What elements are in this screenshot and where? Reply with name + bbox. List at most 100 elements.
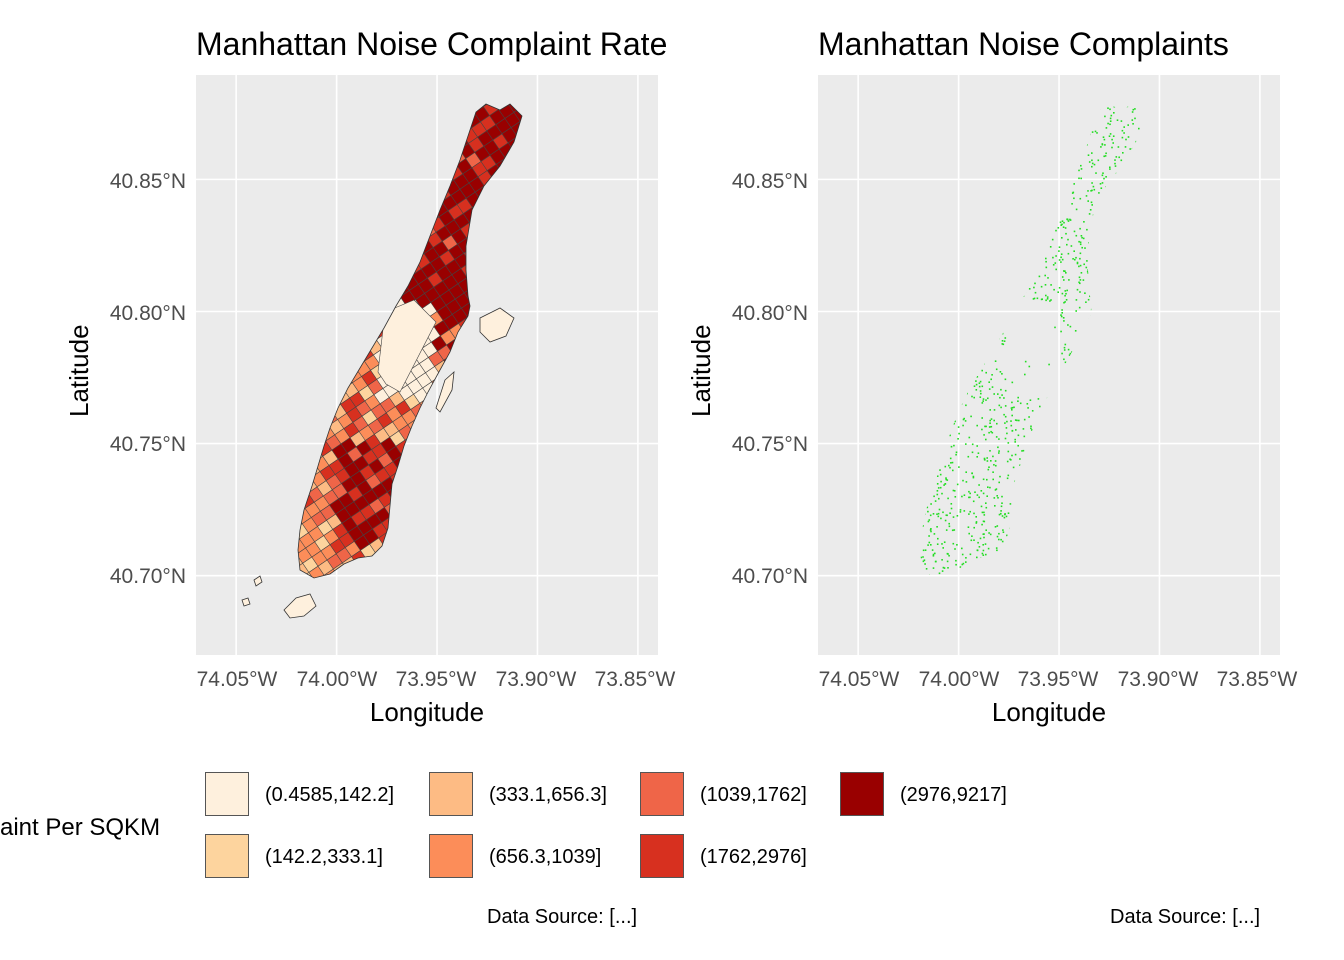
complaint-point [1003, 516, 1006, 519]
roosevelt-island [435, 371, 455, 413]
complaint-point [968, 513, 970, 515]
complaint-point [1067, 252, 1070, 255]
complaint-point [950, 503, 953, 505]
complaint-point [1091, 182, 1093, 184]
complaint-point [981, 369, 983, 372]
complaint-point [1060, 261, 1062, 263]
complaint-point [962, 562, 965, 565]
complaint-point [1010, 459, 1012, 461]
legend-key-4 [429, 834, 473, 878]
complaint-point [1103, 155, 1105, 158]
complaint-point [1091, 162, 1094, 165]
complaint-point [1063, 301, 1065, 304]
complaint-point [951, 529, 954, 532]
complaint-point [1079, 279, 1082, 281]
complaint-point [1101, 174, 1104, 177]
complaint-point [942, 547, 944, 549]
complaint-point [1001, 515, 1004, 517]
right-x-tick-label: 73.90°W [1117, 668, 1199, 691]
complaint-point [934, 560, 937, 563]
complaint-point [1060, 314, 1062, 316]
complaint-point [1078, 276, 1081, 279]
complaint-point [930, 528, 932, 530]
right-y-tick-label: 40.80°N [731, 302, 808, 325]
complaint-point [984, 425, 986, 428]
complaint-point [1064, 290, 1067, 292]
complaint-point [932, 513, 935, 515]
complaint-point [1074, 258, 1076, 261]
complaint-point [1112, 135, 1115, 137]
complaint-point [937, 487, 940, 489]
complaint-point [929, 514, 932, 517]
complaint-point [1075, 299, 1078, 301]
right-y-tick-label: 40.85°N [731, 170, 808, 193]
complaint-point [946, 514, 948, 517]
complaint-point [1014, 441, 1016, 443]
complaint-point [948, 554, 950, 557]
complaint-point [985, 371, 987, 374]
complaint-point [948, 522, 950, 525]
complaint-point [1080, 164, 1082, 167]
complaint-point [1091, 152, 1093, 154]
complaint-point [998, 438, 1000, 440]
complaint-point [1094, 130, 1097, 133]
complaint-point [971, 472, 973, 475]
legend-title: aint Per SQKM [0, 814, 161, 841]
complaint-point [1012, 466, 1015, 469]
complaint-point [996, 535, 999, 538]
complaint-point [969, 553, 972, 556]
complaint-point [1109, 168, 1111, 170]
complaint-point [988, 381, 990, 383]
complaint-point [1034, 291, 1037, 294]
complaint-point [1078, 169, 1080, 172]
complaint-point [1055, 229, 1057, 232]
complaint-point [995, 436, 998, 438]
complaint-point [1036, 297, 1039, 300]
complaint-point [1093, 163, 1096, 166]
complaint-point [989, 450, 991, 452]
complaint-point [932, 555, 935, 557]
complaint-point [953, 490, 956, 492]
complaint-point [1117, 146, 1120, 148]
complaint-point [1044, 274, 1046, 277]
complaint-point [1107, 122, 1109, 125]
left-x-axis-title: Longitude [369, 697, 485, 727]
complaint-point [1040, 285, 1043, 288]
complaint-point [1062, 317, 1065, 319]
complaint-point [993, 497, 996, 499]
complaint-point [1121, 136, 1124, 139]
complaint-point [980, 392, 982, 395]
complaint-point [1014, 419, 1017, 421]
complaint-point [980, 490, 983, 492]
right-y-axis-title: Latitude [686, 324, 716, 417]
complaint-point [1068, 354, 1071, 356]
complaint-point [1105, 127, 1108, 129]
complaint-point [934, 500, 937, 502]
complaint-point [1069, 352, 1072, 355]
complaint-point [959, 511, 962, 513]
complaint-point [1089, 295, 1091, 298]
complaint-point [983, 514, 986, 516]
complaint-point [923, 559, 926, 561]
complaint-point [945, 478, 947, 481]
complaint-point [985, 553, 987, 556]
complaint-point [994, 505, 996, 507]
complaint-point [986, 478, 988, 481]
complaint-point [1038, 275, 1041, 278]
complaint-point [979, 396, 982, 398]
complaint-point [1052, 264, 1055, 266]
complaint-point [971, 451, 974, 454]
complaint-point [1081, 246, 1083, 249]
complaint-point [944, 465, 947, 468]
complaint-point [981, 428, 983, 431]
complaint-point [958, 466, 960, 468]
complaint-point [930, 544, 932, 546]
complaint-point [1109, 117, 1112, 120]
complaint-point [987, 468, 990, 471]
complaint-point [1075, 208, 1078, 211]
complaint-point [1064, 361, 1067, 364]
complaint-point [1127, 136, 1130, 138]
complaint-point [936, 490, 939, 492]
complaint-point [1000, 512, 1002, 515]
complaint-point [994, 360, 997, 362]
